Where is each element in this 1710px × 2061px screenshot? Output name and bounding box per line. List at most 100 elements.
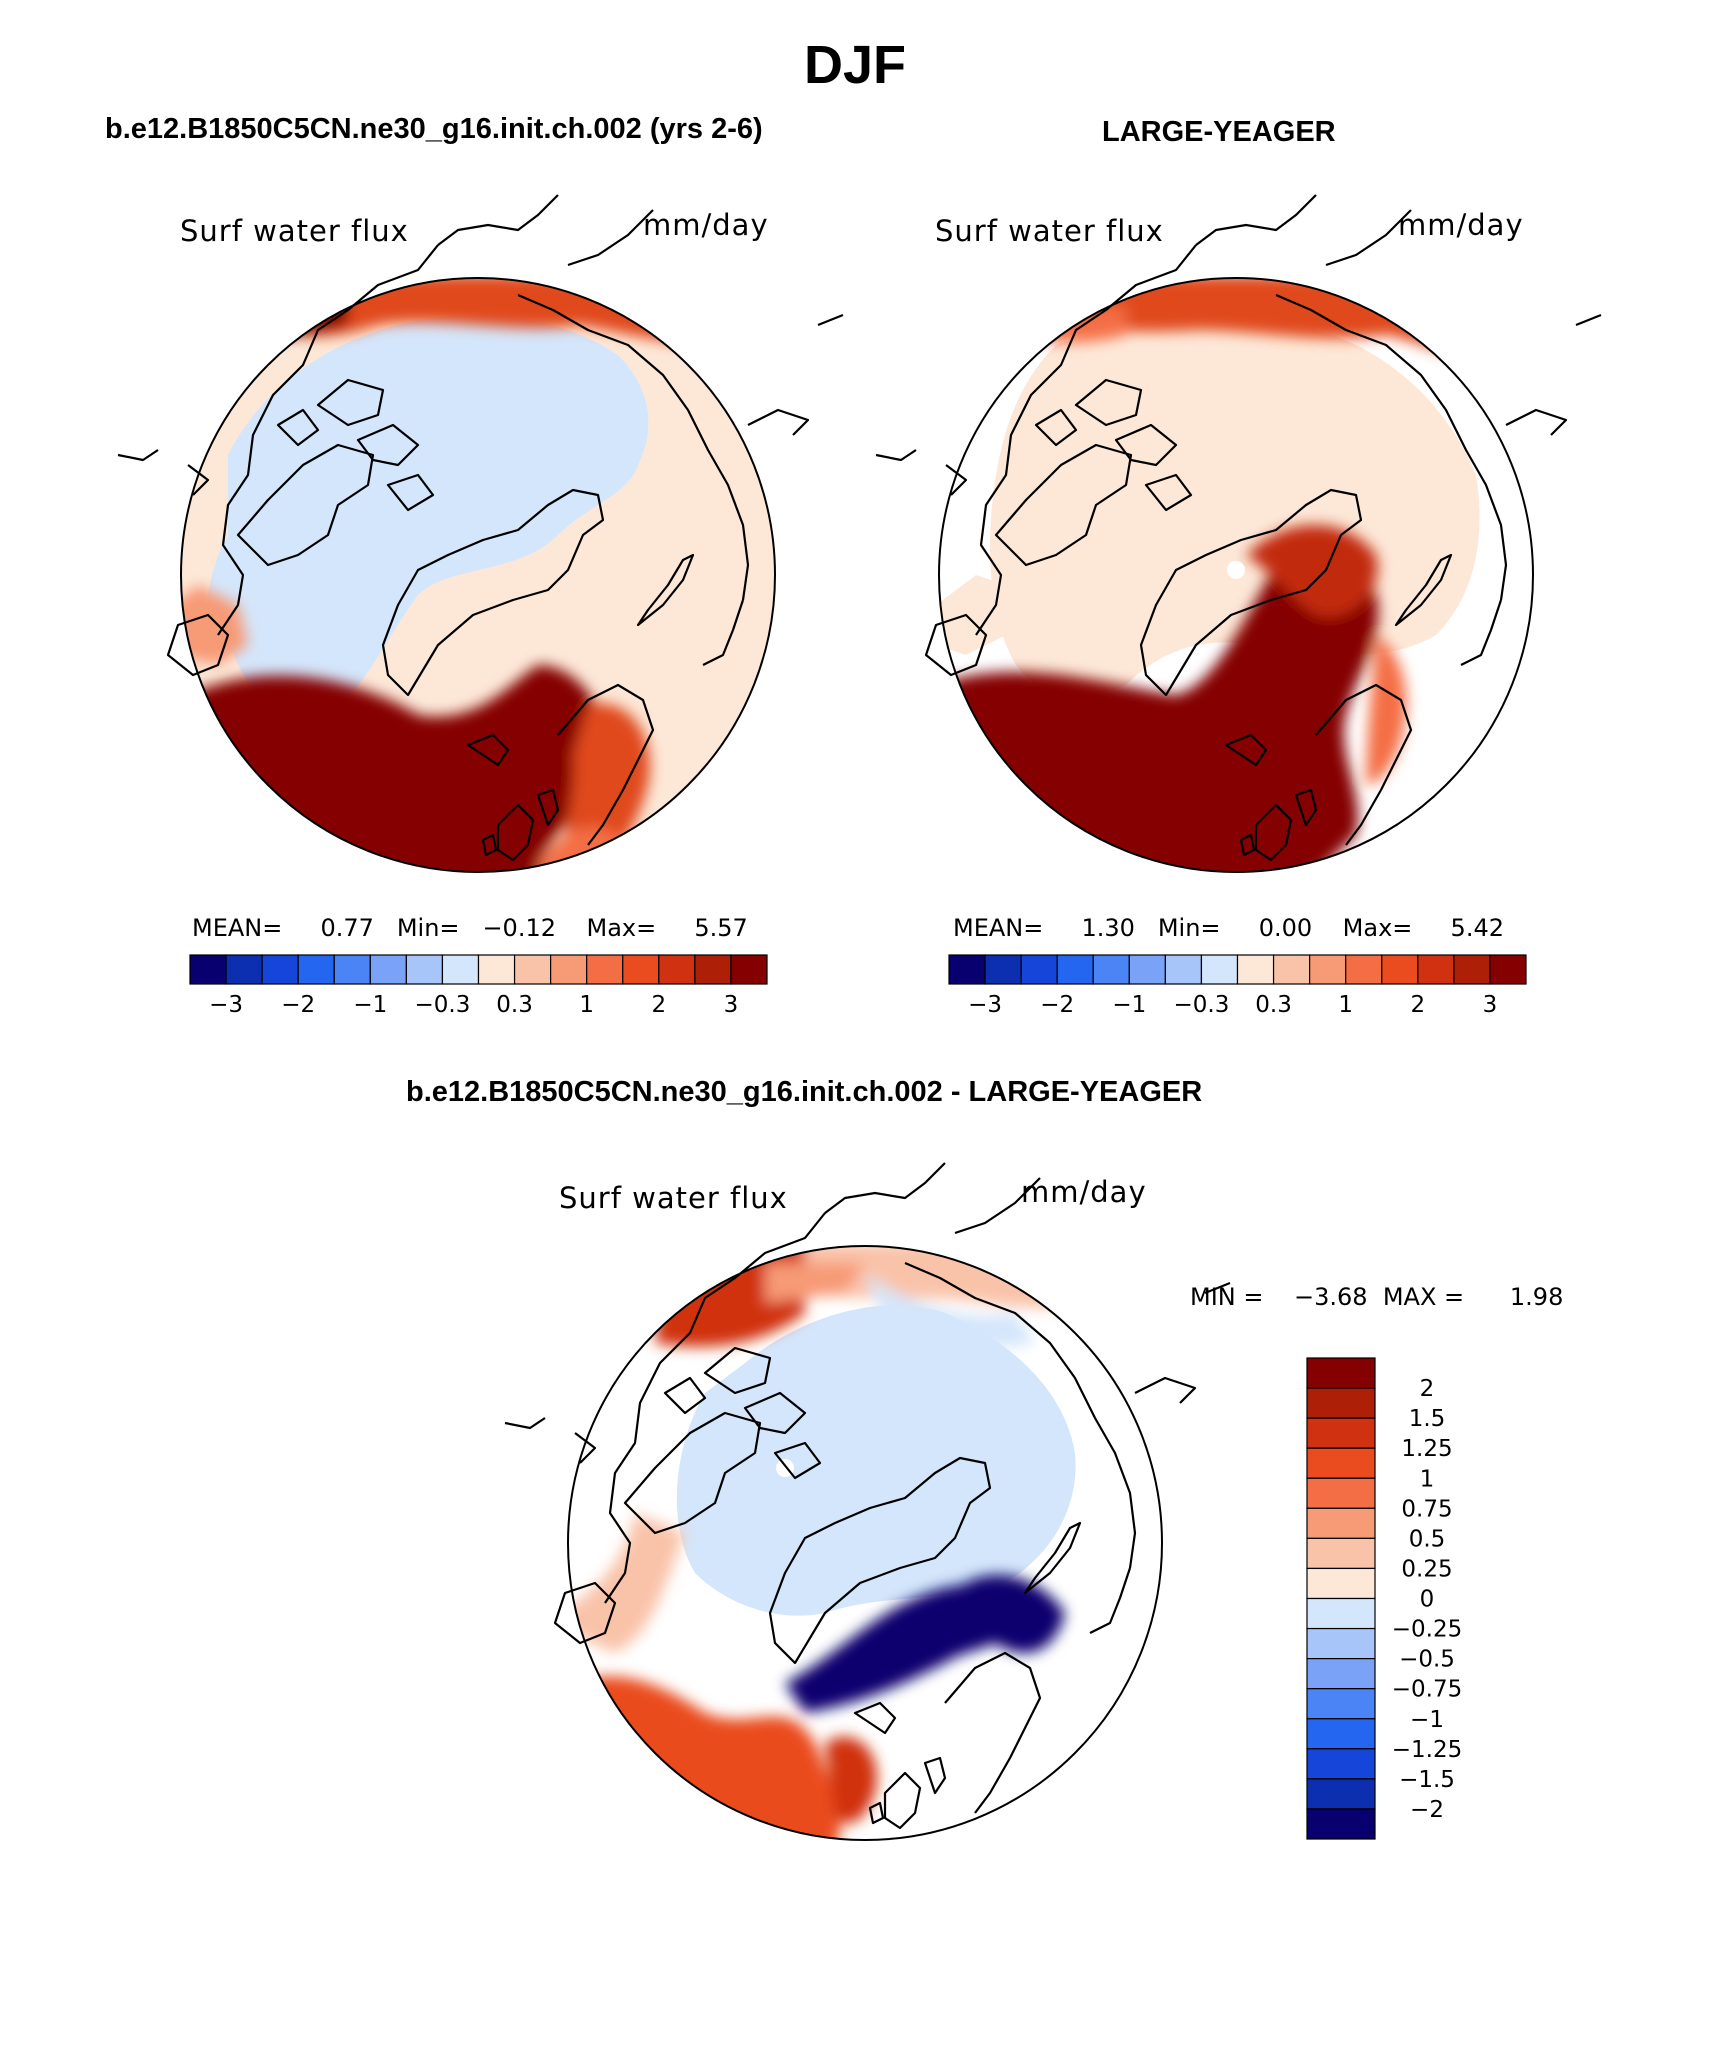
colorbar-box [369,954,407,985]
colorbar-box [1345,954,1383,985]
colorbar-tick-label: 0.3 [496,992,533,1018]
min-label: Min= [396,914,460,942]
colorbar-box [1306,1477,1376,1509]
colorbar-box [1306,1387,1376,1419]
colorbar-tick-label: 1.25 [1401,1436,1452,1462]
colorbar-tick-label: 2 [651,992,666,1018]
colorbar-tick-label: 1.5 [1409,1406,1446,1432]
panel-3-map-boundary [567,1245,1163,1841]
colorbar-tick-label: −2 [281,992,315,1018]
colorbar-tick-label: 0.25 [1401,1556,1452,1582]
colorbar-tick-label: 3 [724,992,739,1018]
colorbar-tick-label: 2 [1420,1376,1435,1402]
colorbar-box [694,954,732,985]
colorbar-box [297,954,335,985]
colorbar-box [1306,1417,1376,1449]
panel-1-title: b.e12.B1850C5CN.ne30_g16.init.ch.002 (yr… [105,113,763,145]
colorbar-box [1306,1718,1376,1750]
colorbar-tick-label: −2 [1410,1797,1444,1823]
panel-3-title: b.e12.B1850C5CN.ne30_g16.init.ch.002 - L… [406,1076,1203,1108]
max-label: Max= [1342,914,1413,942]
panel-3-variable-label: Surf water flux [559,1181,788,1215]
colorbar-box [550,954,588,985]
colorbar-box [333,954,371,985]
colorbar-box [261,954,299,985]
min-value: −0.12 [482,914,556,942]
colorbar-tick-label: −0.75 [1392,1677,1462,1703]
panel-2-map-boundary [938,277,1534,873]
colorbar-box [1306,1567,1376,1600]
panel-3-colorbar: 2 1.5 1.25 1 0.75 0.5 0.25 0 −0.25 −0.5 −0.75 −1 −1.… [1306,1357,1462,1840]
colorbar-box [1306,1748,1376,1780]
main-title: DJF [803,35,906,95]
colorbar-box [1489,954,1527,985]
colorbar-tick-label: 0 [1420,1587,1435,1613]
colorbar-tick-label: −1 [1410,1707,1444,1733]
colorbar-tick-label: −1 [353,992,387,1018]
colorbar-box [586,954,624,985]
colorbar-box [1236,954,1275,985]
colorbar-tick-label: −1.5 [1399,1767,1455,1793]
mean-value: 0.77 [320,914,374,942]
colorbar-box [1309,954,1347,985]
colorbar-box [1381,954,1419,985]
colorbar-tick-label: −1.25 [1392,1737,1462,1763]
colorbar-tick-label: 0.75 [1401,1496,1452,1522]
colorbar-tick-label: −3 [968,992,1002,1018]
panel-1-variable-label: Surf water flux [180,214,409,248]
panel-1-units-label: mm/day [643,208,769,242]
colorbar-tick-label: 0.5 [1409,1526,1446,1552]
panel-2-stats: MEAN= 1.30 Min= 0.00 Max= 5.42 [953,914,1504,942]
panel-2-map [874,193,1603,873]
colorbar-box [441,954,480,985]
colorbar-box [189,954,227,985]
colorbar-box [405,954,444,985]
colorbar-box [1306,1597,1376,1630]
colorbar-tick-label: −1 [1112,992,1146,1018]
colorbar-box [1306,1627,1376,1660]
colorbar-box [1306,1688,1376,1720]
colorbar-box [1306,1778,1376,1810]
colorbar-tick-label: 0.3 [1255,992,1292,1018]
panel-1-colorbar: −3 −2 −1 −0.3 0.3 1 2 3 [189,954,768,1018]
colorbar-box [1020,954,1058,985]
panel-1-map-boundary [180,277,776,873]
mean-label: MEAN= [953,914,1044,942]
colorbar-box [513,954,552,985]
min-value: −3.68 [1294,1283,1368,1311]
colorbar-tick-label: −3 [209,992,243,1018]
max-value: 1.98 [1509,1283,1564,1311]
colorbar-box [984,954,1022,985]
mean-label: MEAN= [192,914,283,942]
colorbar-box [1306,1507,1376,1539]
colorbar-tick-label: −0.3 [415,992,471,1018]
colorbar-tick-label: 1 [1420,1466,1435,1492]
colorbar-box [477,954,516,985]
colorbar-box [1128,954,1166,985]
colorbar-tick-label: 1 [579,992,594,1018]
colorbar-box [1306,1447,1376,1479]
panel-3-map [503,1161,1232,1841]
max-value: 5.42 [1450,914,1504,942]
panel-3-units-label: mm/day [1021,1175,1147,1209]
colorbar-tick-label: 1 [1338,992,1353,1018]
colorbar-box [1200,954,1239,985]
max-value: 5.57 [694,914,748,942]
colorbar-box [1306,1808,1376,1840]
colorbar-box [1453,954,1491,985]
colorbar-tick-label: −0.5 [1399,1647,1455,1673]
panel-1-stats: MEAN= 0.77 Min= −0.12 Max= 5.57 [192,914,748,942]
colorbar-box [948,954,986,985]
panel-2-colorbar: −3 −2 −1 −0.3 0.3 1 2 3 [948,954,1527,1018]
max-label: MAX = [1382,1283,1465,1311]
colorbar-box [1306,1357,1376,1389]
colorbar-box [225,954,263,985]
colorbar-box [1417,954,1455,985]
min-value: 0.00 [1258,914,1313,942]
colorbar-box [1164,954,1203,985]
colorbar-tick-label: −0.25 [1392,1617,1462,1643]
colorbar-box [730,954,768,985]
panel-2-title: LARGE-YEAGER [1102,116,1336,148]
panel-1-map [116,193,845,873]
